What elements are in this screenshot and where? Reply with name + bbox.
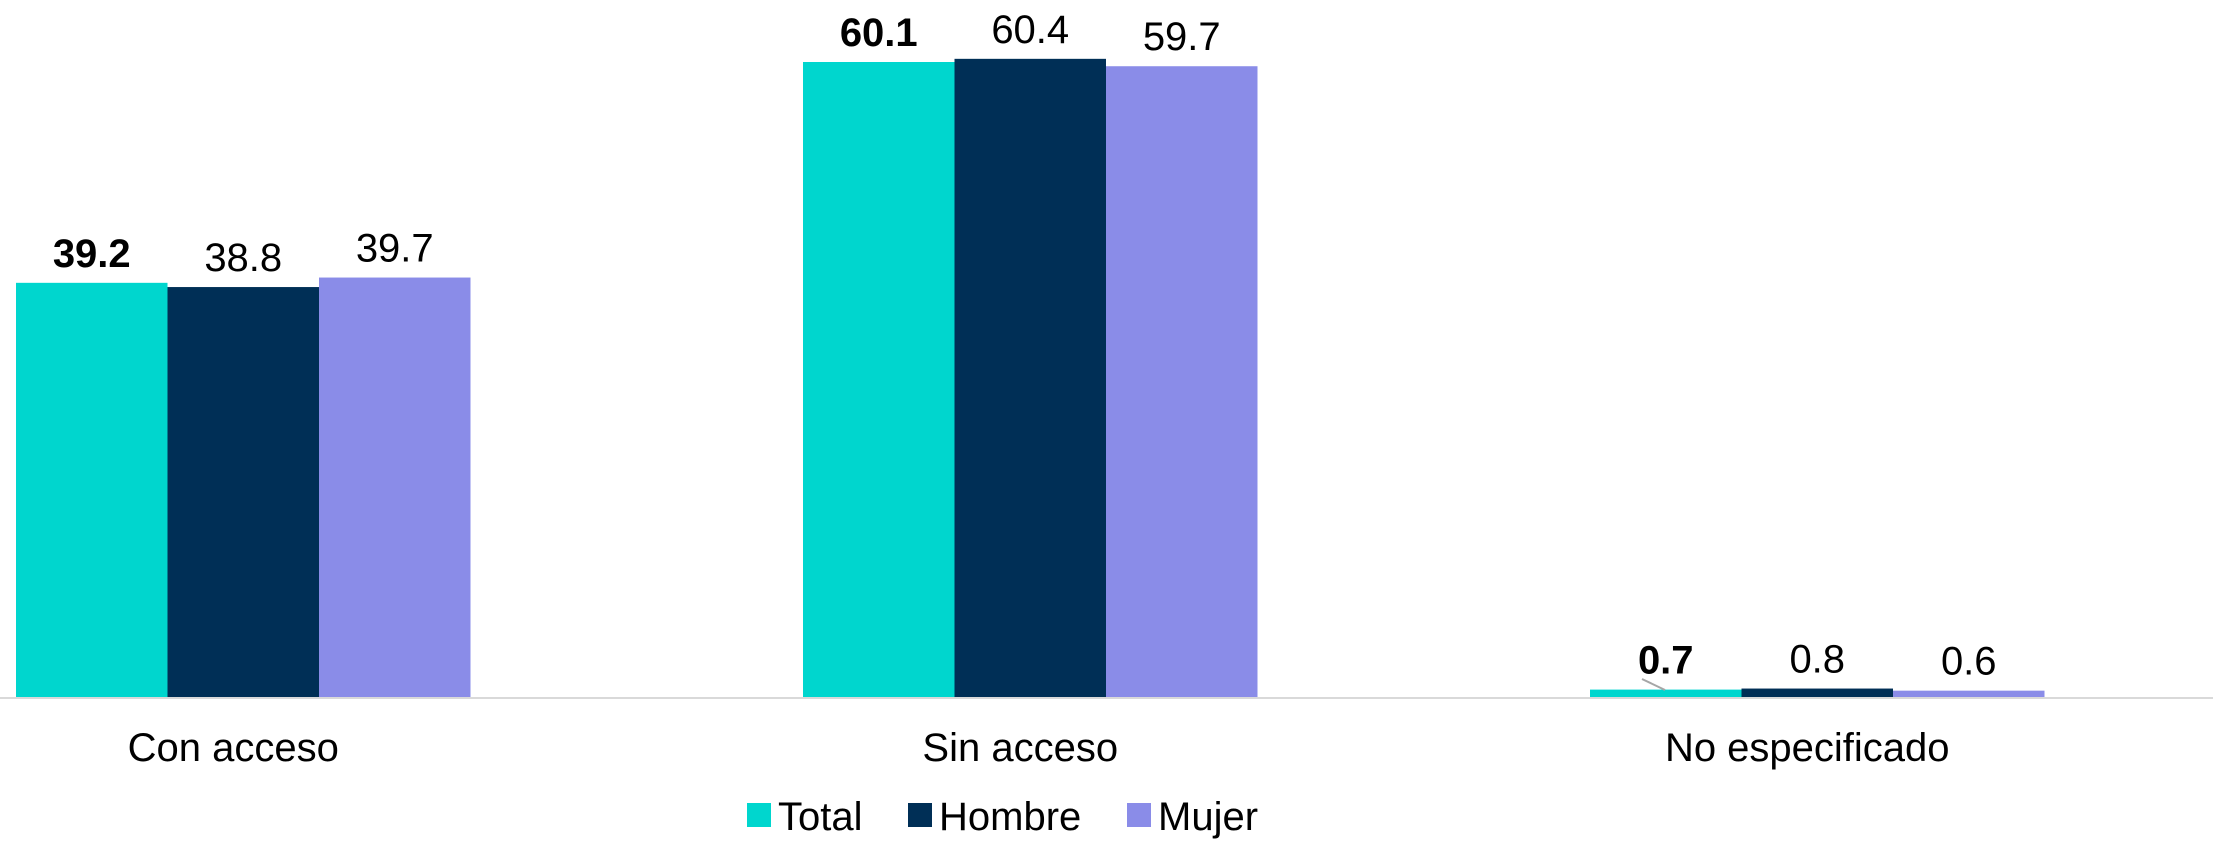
category-label-sin-acceso: Sin acceso [922,726,1118,770]
bar-total-no-especificado [1590,689,1742,697]
value-label-hombre-no-especificado: 0.8 [1789,638,1845,682]
value-label-hombre-sin-acceso: 60.4 [991,8,1069,52]
legend-label-total: Total [778,795,863,839]
legend-label-mujer: Mujer [1158,795,1258,839]
legend: Total Hombre Mujer [747,795,1258,839]
bar-total-sin-acceso [803,62,955,697]
bar-mujer-no-especificado [1893,690,2045,697]
legend-item-mujer: Mujer [1127,795,1258,839]
legend-swatch-total [747,803,771,827]
bar-hombre-sin-acceso [954,58,1106,698]
bar-total-con-acceso [16,282,168,697]
value-label-mujer-con-acceso: 39.7 [356,227,434,271]
value-label-hombre-con-acceso: 38.8 [204,236,282,280]
legend-item-hombre: Hombre [908,795,1081,839]
bar-hombre-con-acceso [167,287,319,697]
category-labels-group: Con acceso Sin acceso No especificado [128,726,1950,770]
bars-group [16,58,2045,698]
bar-mujer-sin-acceso [1106,66,1258,697]
value-label-total-no-especificado: 0.7 [1638,639,1694,683]
category-label-con-acceso: Con acceso [128,726,339,770]
legend-swatch-mujer [1127,803,1151,827]
bar-hombre-no-especificado [1741,688,1893,697]
value-label-total-sin-acceso: 60.1 [840,11,918,55]
legend-item-total: Total [747,795,863,839]
leader-line [1641,678,1666,691]
bar-mujer-con-acceso [319,277,471,697]
value-labels-group: 39.2 38.8 39.7 60.1 60.4 59.7 0.7 0.8 0.6 [53,8,1997,691]
value-label-total-con-acceso: 39.2 [53,232,131,276]
value-label-mujer-no-especificado: 0.6 [1941,640,1997,684]
legend-swatch-hombre [908,803,932,827]
value-label-mujer-sin-acceso: 59.7 [1143,15,1221,59]
legend-label-hombre: Hombre [939,795,1081,839]
category-label-no-especificado: No especificado [1665,726,1950,770]
